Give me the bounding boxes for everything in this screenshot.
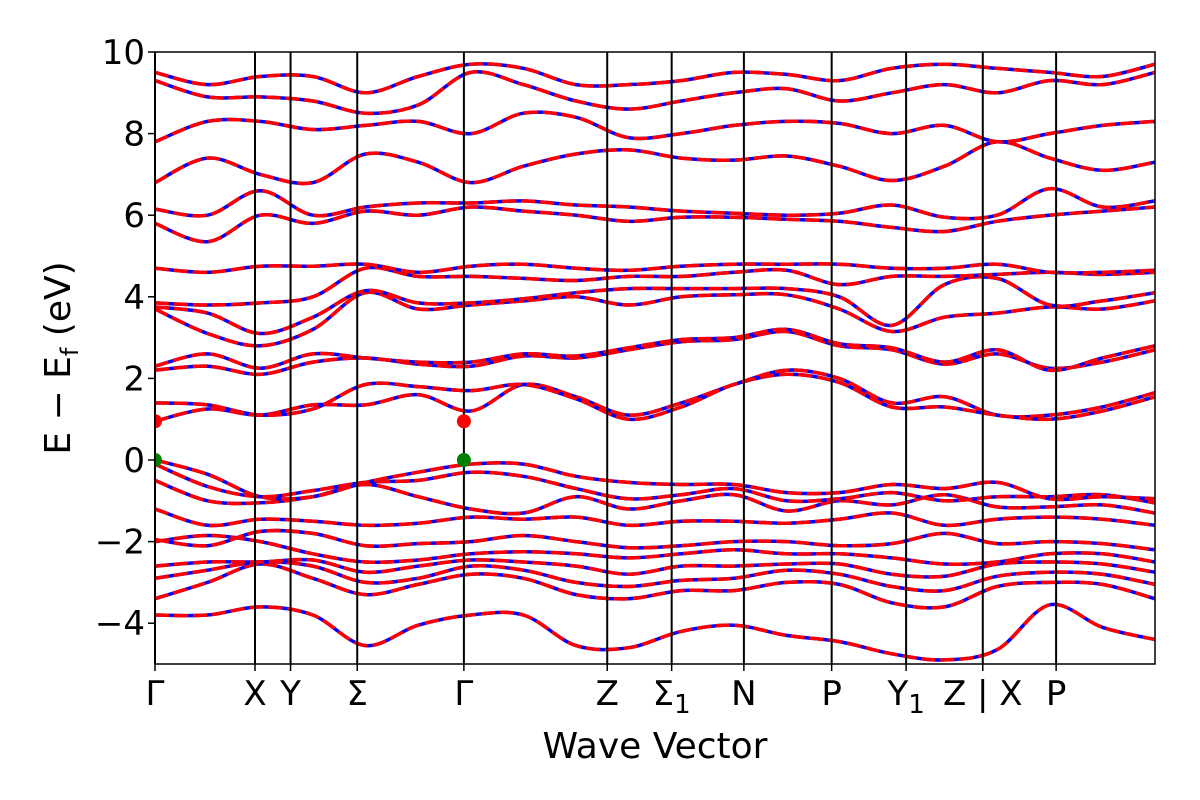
- band-line-red: [155, 368, 1155, 423]
- y-axis-title-main: E − E: [38, 356, 79, 455]
- band-line-red: [155, 290, 1155, 348]
- band-line-blue: [155, 368, 1155, 423]
- x-tick-label: P: [821, 674, 842, 714]
- x-tick-label: Y1: [886, 674, 924, 720]
- band-line-red: [155, 478, 1155, 516]
- x-axis-ticks: Γ X Y Σ Γ Z Σ1 N P Y1 Z | X P: [146, 664, 1067, 720]
- y-axis-title-unit: (eV): [38, 261, 79, 347]
- band-line-red: [155, 265, 1155, 307]
- band-line-red: [155, 557, 1155, 579]
- band-line-blue: [155, 458, 1155, 502]
- band-line-blue: [155, 140, 1155, 186]
- band-line-red: [155, 275, 1155, 336]
- y-axis-title: E − Ef (eV): [38, 261, 84, 454]
- plot-frame: [154, 51, 1156, 665]
- y-axis-ticks: −4 −2 0 2 4 6 8 10: [95, 33, 155, 644]
- x-axis-title: Wave Vector: [543, 726, 768, 767]
- band-line-red: [155, 560, 1155, 593]
- band-line-red: [155, 507, 1155, 528]
- y-tick-label: 0: [123, 441, 145, 481]
- x-tick-label: Σ1: [653, 674, 691, 720]
- band-line-red: [155, 70, 1155, 116]
- x-tick-label: Z | X: [943, 674, 1023, 714]
- band-line-red: [155, 562, 1155, 610]
- x-tick-label: Γ: [454, 674, 473, 714]
- band-line-red: [155, 528, 1155, 552]
- cbm-marker: [456, 414, 471, 429]
- y-axis-title-sub: f: [56, 347, 84, 356]
- x-tick-subscript: 1: [908, 690, 925, 720]
- x-tick-label: N: [731, 674, 756, 714]
- bands-layer: [155, 62, 1155, 662]
- y-tick-label: 8: [123, 115, 145, 155]
- band-line-red: [155, 329, 1155, 377]
- band-line-red: [155, 602, 1155, 662]
- x-tick-label: Y: [279, 674, 301, 714]
- y-tick-label: 2: [123, 359, 145, 399]
- x-tick-label: X: [243, 674, 266, 714]
- y-tick-label: 4: [123, 278, 145, 318]
- band-line-red: [155, 62, 1155, 95]
- band-line-red: [155, 140, 1155, 186]
- band-line-red: [155, 262, 1155, 275]
- x-tick-label: Γ: [146, 674, 165, 714]
- x-tick-label: Σ: [346, 674, 367, 714]
- vbm-marker: [456, 453, 471, 467]
- band-line-red: [155, 372, 1155, 422]
- band-line-red: [155, 533, 1155, 566]
- y-tick-label: 6: [123, 196, 145, 236]
- y-tick-label: −4: [95, 604, 145, 644]
- band-line-blue: [155, 327, 1155, 372]
- band-line-blue: [155, 275, 1155, 336]
- extrema-markers: [155, 414, 471, 467]
- band-line-red: [155, 186, 1155, 221]
- y-tick-label: 10: [102, 33, 145, 73]
- band-line-blue: [155, 462, 1155, 505]
- x-tick-subscript: 1: [674, 690, 691, 720]
- band-line-red: [155, 205, 1155, 244]
- band-line-blue: [155, 602, 1155, 662]
- band-line-red: [155, 110, 1155, 144]
- vbm-marker: [155, 453, 162, 467]
- y-tick-label: −2: [95, 523, 145, 563]
- x-tick-label: Z: [596, 674, 619, 714]
- cbm-marker: [155, 414, 162, 429]
- x-tick-label: P: [1046, 674, 1067, 714]
